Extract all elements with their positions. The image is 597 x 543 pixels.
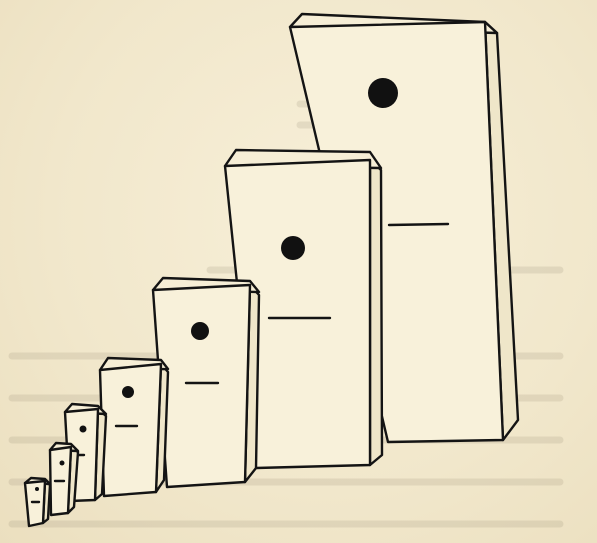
domino-5-pip [122, 386, 134, 398]
domino-5 [98, 356, 170, 498]
domino-6-pip [191, 322, 209, 340]
domino-3-pip [59, 460, 65, 466]
domino-4-pip [79, 425, 87, 433]
domino-8-divider [387, 222, 450, 227]
domino-8-pip [368, 78, 398, 108]
domino-3 [48, 441, 80, 517]
domino-2 [23, 476, 52, 528]
domino-6 [151, 276, 261, 489]
domino-7-pip [281, 236, 305, 260]
domino-7 [223, 148, 384, 470]
domino-8 [288, 12, 520, 444]
domino-2-pip [35, 487, 39, 491]
